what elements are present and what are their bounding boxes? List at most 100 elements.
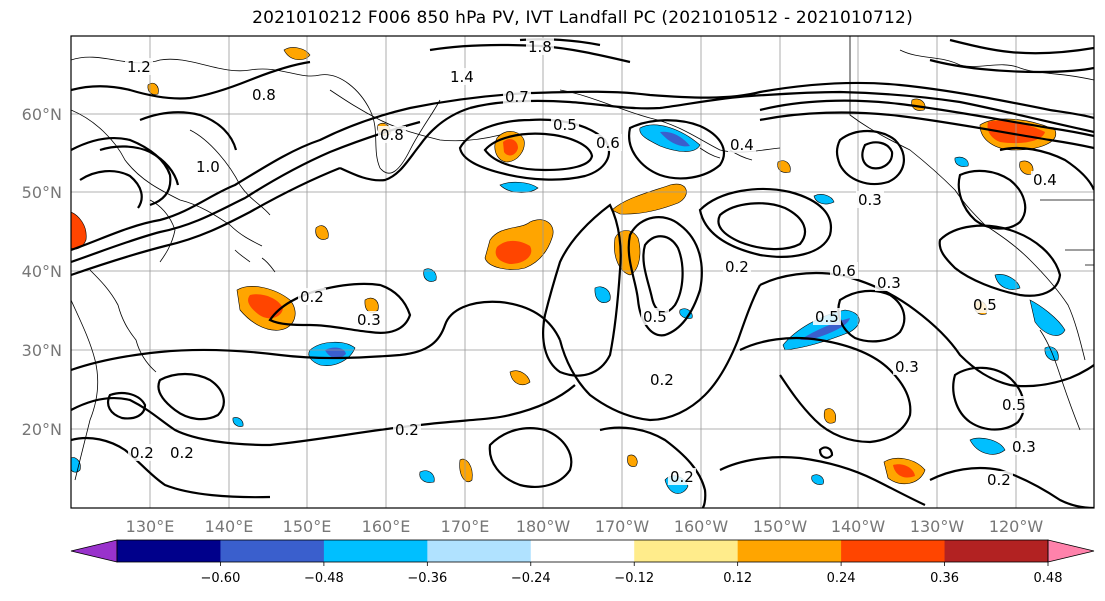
lon-label: 160°W — [674, 517, 729, 536]
lon-label: 150°W — [753, 517, 808, 536]
contour-label: 0.4 — [1033, 171, 1057, 189]
colorbar-extension-high — [1047, 539, 1095, 563]
contour-label-background — [1010, 438, 1038, 455]
lon-label: 130°E — [126, 517, 175, 536]
colorbar-tick-label: −0.36 — [407, 571, 447, 586]
contour-labels: 1.20.81.41.80.70.50.6 0.40.81.00.20.30.20… — [125, 38, 1059, 489]
contour-label: 0.2 — [670, 468, 694, 486]
negative-anomaly-patches — [71, 124, 1066, 494]
contour-label-background — [298, 288, 326, 305]
coastlines — [71, 36, 1094, 481]
contour-label: 0.2 — [650, 371, 674, 389]
lat-label: 40°N — [22, 262, 62, 281]
colorbar: −0.60 −0.48 −0.36 −0.24 −0.12 0.12 0.24 0.36 0.4… — [70, 539, 1095, 586]
lon-label: 180°W — [516, 517, 571, 536]
colorbar-segment — [737, 540, 842, 562]
contour-label-background — [813, 308, 841, 325]
contour-label: 1.2 — [127, 58, 151, 76]
contour-label: 0.5 — [815, 308, 839, 326]
contour-label-background — [1000, 396, 1028, 413]
contour-label: 0.3 — [1012, 438, 1036, 456]
shaded-anomaly-layer — [71, 47, 1066, 494]
contour-label-background — [393, 421, 421, 438]
lat-label: 30°N — [22, 341, 62, 360]
lon-label: 160°E — [362, 517, 411, 536]
contour-label-background — [723, 258, 751, 275]
contour-label: 0.3 — [895, 358, 919, 376]
contour-label-background — [125, 58, 153, 75]
contour-label: 0.5 — [643, 308, 667, 326]
longitude-axis: 130°E 140°E 150°E 160°E 170°E 180°W 170°… — [126, 517, 1044, 536]
lon-label: 170°W — [595, 517, 650, 536]
lat-label: 60°N — [22, 105, 62, 124]
pv-contours — [71, 38, 1094, 508]
contour-label-background — [194, 158, 222, 175]
contour-label-background — [551, 116, 579, 133]
contour-label-background — [641, 308, 669, 325]
contour-label: 1.4 — [450, 68, 474, 86]
contour-label: 0.2 — [987, 471, 1011, 489]
colorbar-tick-label: 0.24 — [827, 571, 856, 586]
colorbar-tick-label: −0.60 — [201, 571, 241, 586]
contour-label-background — [378, 126, 406, 143]
colorbar-extension-low — [70, 539, 118, 563]
colorbar-segment — [117, 540, 221, 562]
colorbar-outline — [116, 539, 1049, 563]
contour-label: 0.2 — [395, 421, 419, 439]
colorbar-segment — [427, 540, 532, 562]
contour-label-background — [648, 371, 676, 388]
contour-label: 1.8 — [528, 38, 552, 56]
colorbar-tick-label: −0.48 — [304, 571, 344, 586]
colorbar-tick-label: 0.48 — [1034, 571, 1063, 586]
contour-label-background — [971, 296, 999, 313]
colorbar-segment — [944, 540, 1049, 562]
contour-label: 1.0 — [196, 158, 220, 176]
contour-label-background — [128, 444, 156, 461]
map-frame — [70, 35, 1095, 509]
contour-label-background — [448, 68, 476, 85]
contour-label: 0.5 — [1002, 396, 1026, 414]
contour-label-background — [893, 358, 921, 375]
contour-label-background — [503, 88, 531, 105]
contour-label-background — [728, 136, 756, 153]
lon-label: 140°E — [205, 517, 254, 536]
colorbar-segment — [634, 540, 739, 562]
colorbar-segment — [530, 540, 635, 562]
contour-label-background — [1031, 171, 1059, 188]
colorbar-tick-label: 0.12 — [723, 571, 752, 586]
contour-label: 0.2 — [170, 444, 194, 462]
lon-label: 150°E — [283, 517, 332, 536]
lon-label: 130°W — [910, 517, 965, 536]
contour-label: 0.3 — [858, 191, 882, 209]
contour-label: 0.5 — [973, 296, 997, 314]
contour-label: 0.2 — [130, 444, 154, 462]
lat-label: 50°N — [22, 183, 62, 202]
contour-label: 0.5 — [553, 116, 577, 134]
contour-label: 0.6 — [832, 262, 856, 280]
contour-label-background — [856, 191, 884, 208]
contour-label-background — [355, 311, 383, 328]
colorbar-tick-label: −0.12 — [614, 571, 654, 586]
lat-label: 20°N — [22, 420, 62, 439]
contour-label: 0.2 — [300, 288, 324, 306]
contour-label: 0.3 — [877, 274, 901, 292]
contour-label-background — [594, 134, 622, 151]
contour-label: 0.4 — [730, 136, 754, 154]
colorbar-tick-label: −0.24 — [511, 571, 551, 586]
lon-label: 120°W — [989, 517, 1044, 536]
contour-label: 0.8 — [252, 86, 276, 104]
contour-label-background — [526, 38, 554, 55]
contour-label: 0.7 — [505, 88, 529, 106]
contour-label: 0.8 — [380, 126, 404, 144]
contour-label: 0.2 — [725, 258, 749, 276]
map-title: 2021010212 F006 850 hPa PV, IVT Landfall… — [252, 8, 913, 28]
colorbar-tick-label: 0.36 — [930, 571, 959, 586]
lon-label: 170°E — [441, 517, 490, 536]
contour-label-background — [875, 274, 903, 291]
latitude-axis: 60°N 50°N 40°N 30°N 20°N — [22, 105, 62, 439]
contour-label-background — [250, 86, 278, 103]
colorbar-segment — [841, 540, 946, 562]
contour-label: 0.6 — [596, 134, 620, 152]
contour-label-background — [830, 262, 858, 279]
